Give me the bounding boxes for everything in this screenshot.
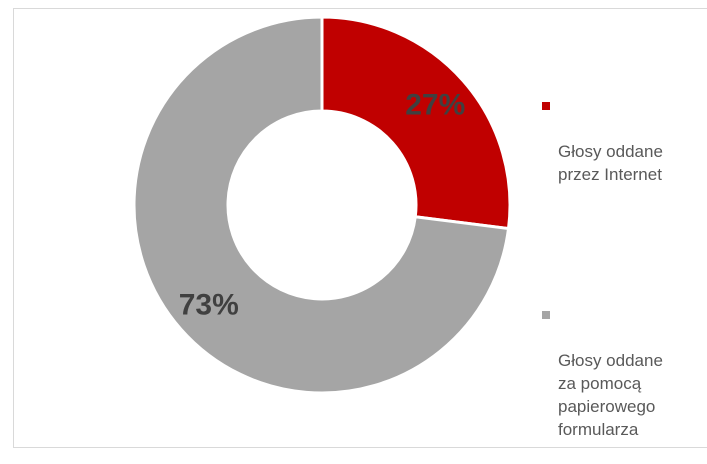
donut-chart: 27% 73% (132, 15, 512, 395)
chart-legend: Głosy oddane przez Internet Głosy oddane… (540, 94, 707, 464)
legend-swatch-internet (542, 102, 550, 110)
legend-label-paper: Głosy oddane za pomocą papierowego formu… (558, 351, 663, 439)
legend-label-internet: Głosy oddane przez Internet (558, 142, 663, 184)
data-label-paper: 73% (179, 288, 239, 321)
legend-item-internet: Głosy oddane przez Internet (540, 94, 707, 209)
slice-internet (320, 15, 512, 231)
legend-swatch-paper (542, 311, 550, 319)
slice-paper (132, 15, 511, 395)
data-label-internet: 27% (405, 89, 465, 122)
legend-item-paper: Głosy oddane za pomocą papierowego formu… (540, 303, 707, 464)
